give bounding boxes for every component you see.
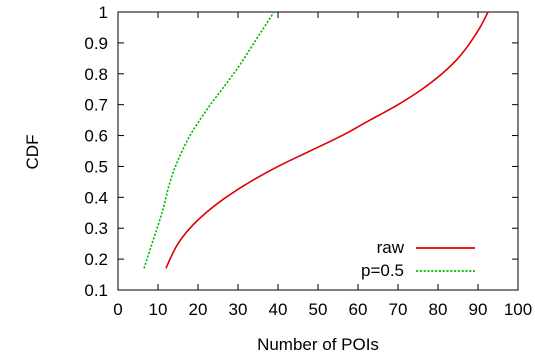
y-tick-label: 0.3 — [84, 219, 108, 238]
y-tick-label: 0.2 — [84, 250, 108, 269]
series-line-raw — [165, 11, 489, 269]
legend: raw p=0.5 — [361, 238, 475, 280]
y-tick-label: 0.7 — [84, 96, 108, 115]
legend-label-p05: p=0.5 — [361, 261, 404, 280]
legend-label-raw: raw — [377, 238, 405, 257]
x-tick-label: 10 — [149, 300, 168, 319]
x-tick-label: 0 — [113, 300, 122, 319]
x-tick-label: 90 — [469, 300, 488, 319]
axes: 0 10 20 30 40 50 60 70 80 90 100 0.1 0.2 0.3 0.4 0.5 0.6… — [84, 3, 532, 319]
x-axis-title: Number of POIs — [257, 335, 379, 354]
x-tick-label: 80 — [429, 300, 448, 319]
x-tick-label: 60 — [349, 300, 368, 319]
y-tick-label: 0.6 — [84, 127, 108, 146]
y-tick-label: 0.8 — [84, 65, 108, 84]
y-tick-label: 0.9 — [84, 34, 108, 53]
x-tick-label: 70 — [389, 300, 408, 319]
y-tick-label: 1 — [99, 3, 108, 22]
plot-series — [143, 11, 489, 269]
x-tick-label: 20 — [189, 300, 208, 319]
y-tick-label: 0.5 — [84, 157, 108, 176]
x-tick-label: 100 — [504, 300, 532, 319]
x-tick-label: 50 — [309, 300, 328, 319]
x-tick-label: 30 — [229, 300, 248, 319]
y-tick-label: 0.1 — [84, 281, 108, 300]
x-tick-label: 40 — [269, 300, 288, 319]
y-tick-label: 0.4 — [84, 188, 108, 207]
series-line-p05 — [143, 11, 275, 269]
y-axis-title: CDF — [23, 135, 42, 170]
